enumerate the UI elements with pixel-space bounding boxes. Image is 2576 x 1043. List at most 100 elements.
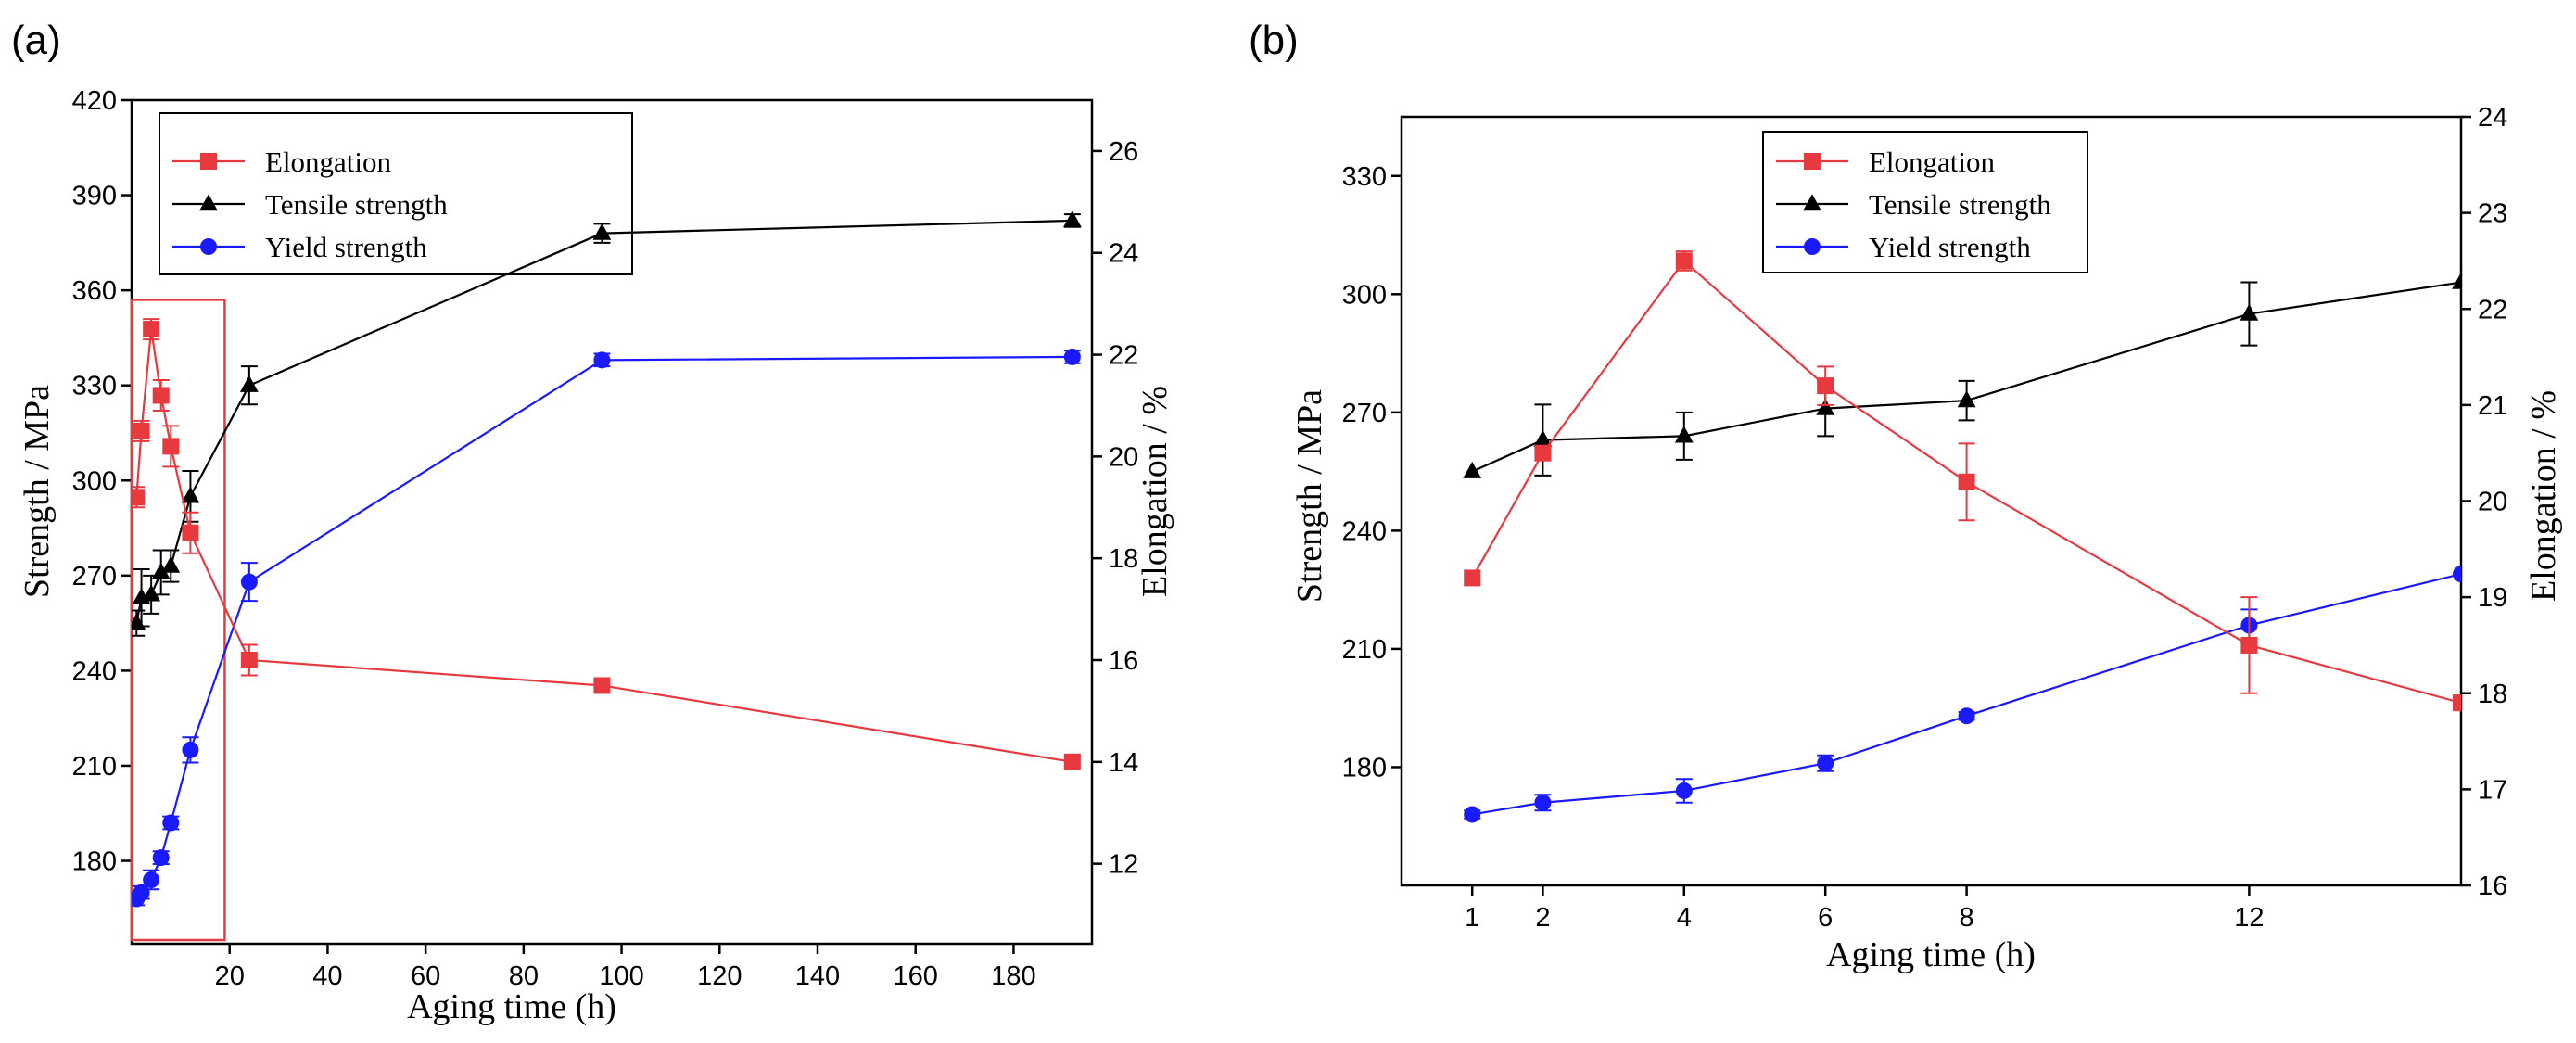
panel-b-x-tick-label: 6 <box>1818 903 1833 933</box>
panel-b-tensile-point <box>2452 272 2461 289</box>
panel-a-y-tick-label: 270 <box>72 562 117 591</box>
panel-a-yield-line <box>135 355 1072 900</box>
panel-a-y2-tick-label: 14 <box>1109 748 1138 778</box>
panel-a-tensile-point <box>239 375 259 392</box>
panel-a-y2-tick-label: 24 <box>1109 239 1138 269</box>
panel-a-x-tick-label: 80 <box>509 961 539 991</box>
panel-b-elongation-point <box>2240 636 2258 654</box>
panel-a-tensile-point <box>142 584 161 602</box>
panel-b-y-tick-label: 180 <box>1342 753 1387 782</box>
panel-b-chart: (b) Aging time (h) Strength / MPa Elonga… <box>1249 18 2563 974</box>
panel-b-elongation-point <box>1817 377 1834 395</box>
panel-a-tensile-point <box>161 555 181 573</box>
panel-b-y2-tick-label: 17 <box>2478 775 2507 805</box>
panel-a-elongation-point <box>593 677 611 694</box>
panel-a-yield-point <box>240 573 258 591</box>
panel-a-tensile-point <box>132 613 146 630</box>
panel-b-elongation-point <box>1534 444 1552 462</box>
panel-a-yield-point <box>152 849 170 867</box>
panel-b-x-tick-label: 12 <box>2234 903 2264 933</box>
panel-b-y2-tick-label: 19 <box>2478 583 2507 613</box>
panel-a-elongation-series <box>132 318 1081 770</box>
panel-b-y2-tick-label: 18 <box>2478 680 2507 709</box>
panel-a-legend-label: Elongation <box>265 146 392 178</box>
panel-a-y-tick-label: 420 <box>72 86 117 116</box>
panel-a-elongation-point <box>132 489 146 506</box>
panel-b-elongation-series <box>1464 250 2461 712</box>
panel-b-yield-point <box>2453 566 2461 583</box>
panel-b-legend-swatch-marker <box>1803 194 1821 211</box>
panel-a-tensile-point <box>592 223 612 240</box>
panel-b-y2-tick-label: 16 <box>2478 871 2507 901</box>
panel-b-y-tick-label: 300 <box>1342 280 1387 310</box>
panel-b-legend-label: Elongation <box>1869 146 1996 178</box>
panel-b-tensile-point <box>1533 429 1553 447</box>
panel-a-x-tick-label: 60 <box>411 961 440 991</box>
panel-a-y2-tick-label: 16 <box>1109 646 1138 676</box>
panel-a-tensile-series <box>132 210 1082 637</box>
panel-a-elongation-point <box>133 422 150 439</box>
panel-b-tensile-series <box>1463 272 2461 478</box>
panel-b-elongation-point <box>2453 694 2461 712</box>
panel-a-legend: Elongation Tensile strength Yield strength <box>159 112 633 275</box>
panel-b-y2-axis-title: Elongation / % <box>2524 390 2563 602</box>
panel-a-x-tick-label: 140 <box>795 961 840 991</box>
panel-a-yield-point <box>182 741 199 758</box>
panel-b-elongation-point <box>1464 569 1481 587</box>
panel-b-y2-tick-label: 22 <box>2478 295 2507 324</box>
panel-a-x-axis-title: Aging time (h) <box>407 987 616 1026</box>
panel-b-x-axis-title: Aging time (h) <box>1826 935 2036 974</box>
panel-b-x-tick-label: 4 <box>1677 903 1692 933</box>
panel-a-yield-series <box>132 348 1081 908</box>
panel-a-y-tick-label: 360 <box>72 276 117 306</box>
panel-a-y-tick-label: 390 <box>72 182 117 211</box>
panel-b-yield-series <box>1464 566 2461 823</box>
panel-a-legend-label: Tensile strength <box>265 188 448 221</box>
panel-a-x-tick-label: 180 <box>991 961 1035 991</box>
panel-a-elongation-line <box>135 328 1073 763</box>
panel-b-label: (b) <box>1249 18 1299 63</box>
panel-a-y-axis-title: Strength / MPa <box>18 385 57 598</box>
panel-a-legend-box <box>159 112 633 275</box>
panel-b-elongation-point <box>1958 473 1975 490</box>
panel-b-x-tick-label: 2 <box>1535 903 1550 933</box>
panel-b-yield-point <box>1958 707 1975 725</box>
panel-a-y2-tick-label: 18 <box>1109 544 1138 574</box>
panel-b-tensile-point <box>1816 398 1835 415</box>
panel-a-legend-swatch-marker <box>199 194 218 211</box>
panel-a-y-tick-label: 300 <box>72 466 117 496</box>
panel-a-elongation-point <box>143 321 160 338</box>
panel-b-tensile-point <box>1463 461 1482 478</box>
panel-a-highlight-box <box>130 299 226 942</box>
panel-a-x-tick-label: 100 <box>599 961 643 991</box>
panel-a-legend-swatch-marker <box>200 238 217 255</box>
panel-a-y2-tick-label: 26 <box>1109 137 1138 167</box>
panel-b-y2-tick-label: 24 <box>2478 103 2507 133</box>
panel-a-x-tick-label: 160 <box>894 961 938 991</box>
panel-a-elongation-point <box>1063 753 1081 770</box>
panel-b-x-tick-label: 1 <box>1465 903 1479 933</box>
panel-b-legend-label: Yield strength <box>1869 231 2031 263</box>
panel-a-elongation-point <box>152 387 170 404</box>
panel-a-yield-point <box>133 884 150 901</box>
panel-a-tensile-point <box>181 486 200 503</box>
panel-a-x-tick-label: 20 <box>215 961 245 991</box>
panel-a-y2-tick-label: 22 <box>1109 341 1138 371</box>
panel-a-yield-point <box>593 351 611 369</box>
panel-a-y2-tick-label: 12 <box>1109 850 1138 880</box>
panel-b-legend: Elongation Tensile strength Yield strength <box>1762 131 2088 273</box>
panel-b-elongation-point <box>1675 252 1693 270</box>
panel-a-y-tick-label: 330 <box>72 372 117 401</box>
panel-b-yield-line <box>1472 573 2461 816</box>
panel-a-label: (a) <box>11 18 61 63</box>
panel-b-tensile-point <box>2240 303 2259 321</box>
panel-b-yield-point <box>1817 755 1834 772</box>
panel-a-y-tick-label: 180 <box>72 847 117 877</box>
panel-b-y2-tick-label: 23 <box>2478 199 2507 229</box>
panel-a-chart: (a) Aging time (h) Strength / MPa Elonga… <box>11 18 1174 1026</box>
panel-a-legend-swatch-marker <box>200 153 217 170</box>
panel-a-y-tick-label: 210 <box>72 752 117 782</box>
panel-b-x-tick-label: 8 <box>1960 903 1974 933</box>
panel-b-legend-label: Tensile strength <box>1869 188 2051 221</box>
panel-b-yield-point <box>1675 782 1693 799</box>
